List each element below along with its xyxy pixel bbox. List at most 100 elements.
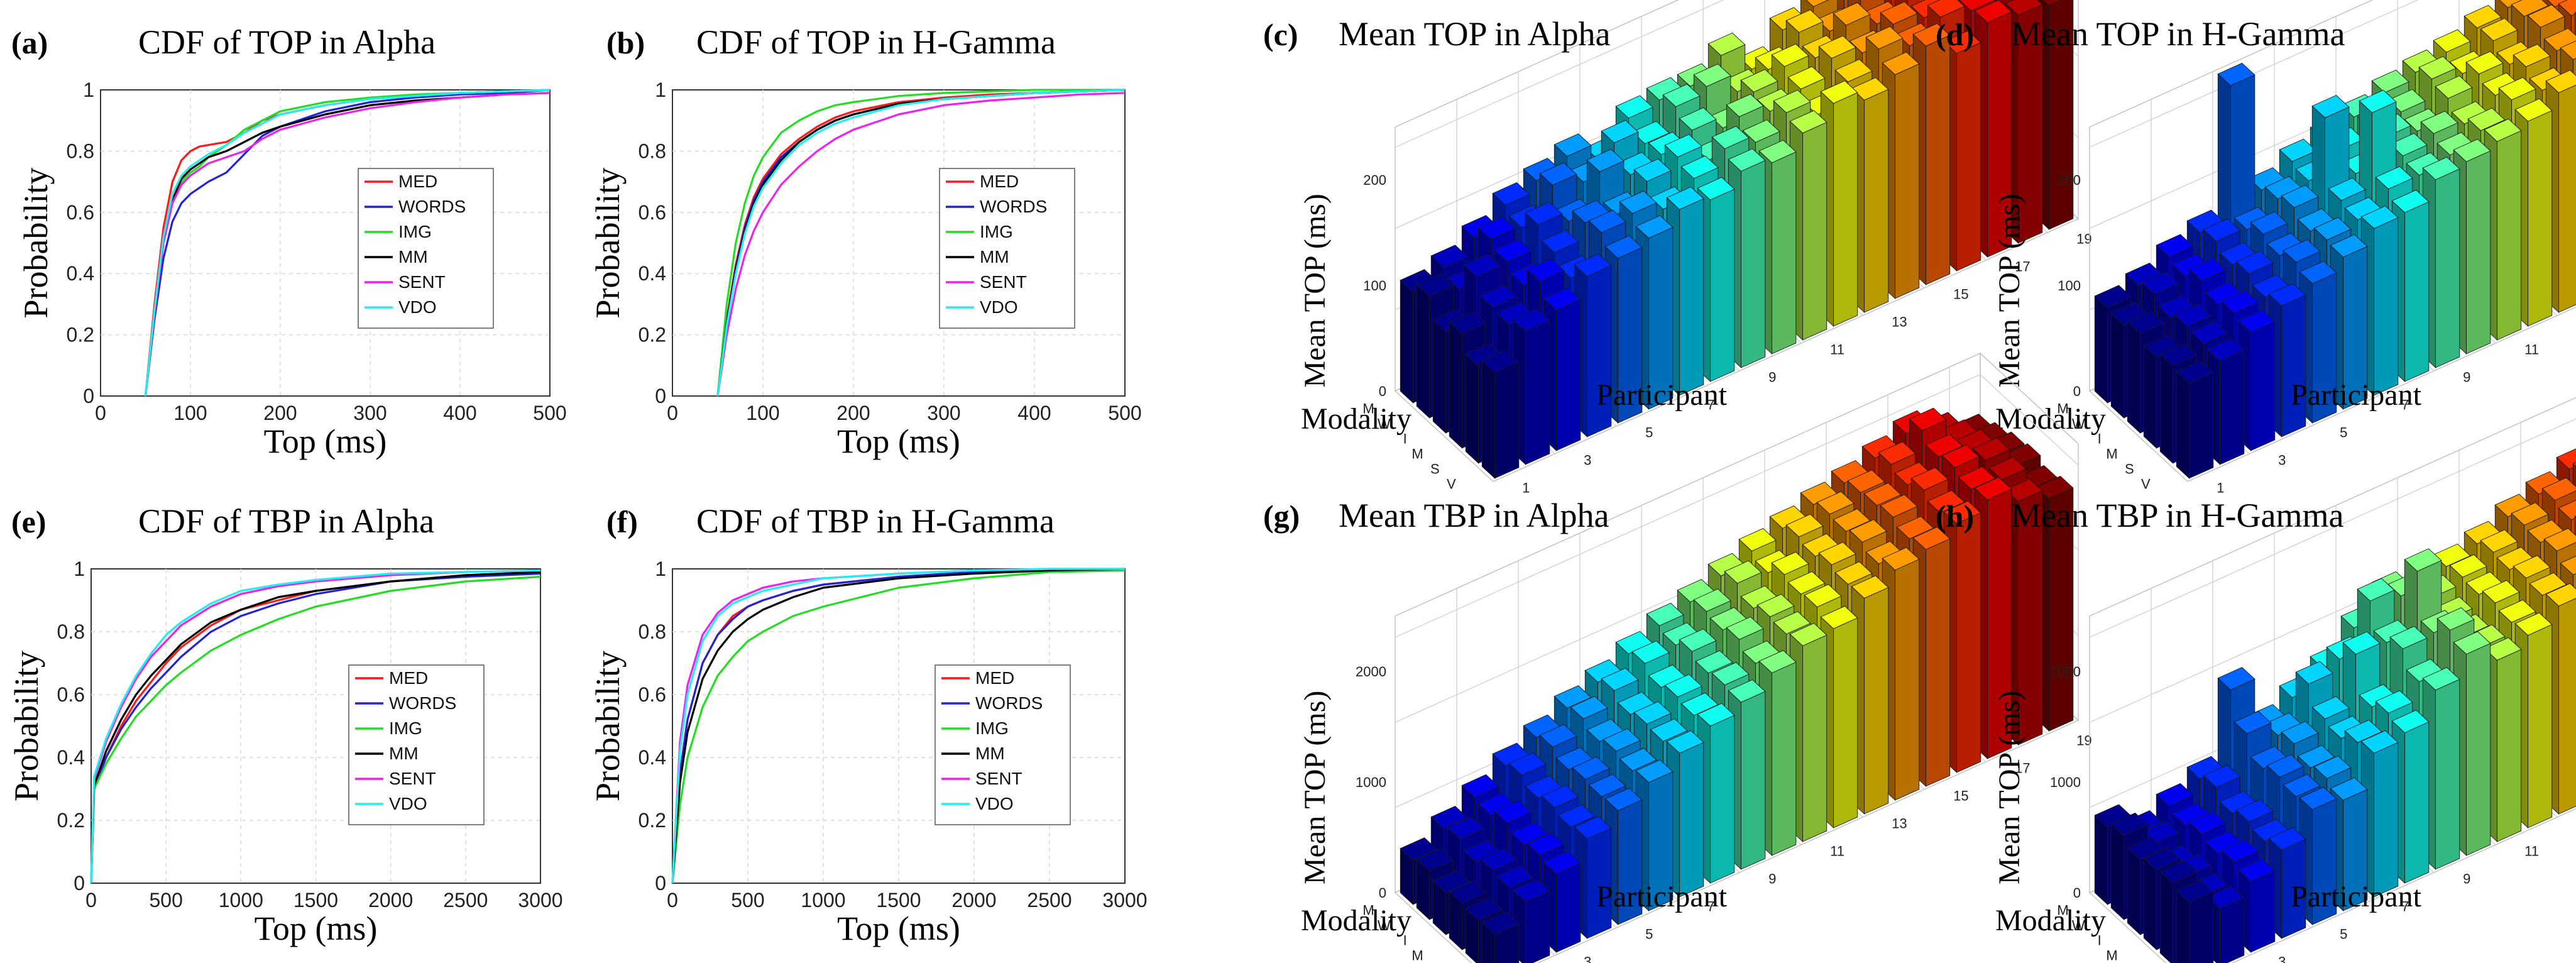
y-tick-label: 0.8 xyxy=(639,140,666,162)
participant-tick-label: 7 xyxy=(1707,397,1714,412)
bar-top-face xyxy=(1526,832,1565,856)
bar-top-face xyxy=(2235,250,2274,274)
bar-top-face xyxy=(1633,701,1672,725)
bar-top-face xyxy=(2233,710,2272,734)
x-tick-label: 300 xyxy=(353,402,386,424)
y-tick-label: 0.2 xyxy=(57,809,85,832)
series-line-sent xyxy=(90,569,541,884)
bar-top-face xyxy=(1604,788,1643,812)
bar-top-face xyxy=(2514,98,2553,122)
bar-top-face xyxy=(1508,752,1547,776)
chart-title: Mean TBP in H-Gamma xyxy=(2011,497,2343,534)
bar-top-face xyxy=(2360,206,2399,229)
bar-top-face xyxy=(2511,502,2549,526)
participant-tick-label: 1 xyxy=(2217,480,2224,495)
bar-top-face xyxy=(1863,482,1902,506)
z-axis-label: Mean TOP (ms) xyxy=(1298,194,1332,387)
x-tick-label: 300 xyxy=(927,402,960,424)
bar-top-face xyxy=(2313,755,2352,779)
bar-front-face xyxy=(1556,299,1581,451)
participant-tick-label: 11 xyxy=(1830,341,1844,357)
bar-front-face xyxy=(2558,84,2576,313)
bar-top-face xyxy=(1400,837,1438,861)
bar-top-face xyxy=(2513,555,2551,579)
z-grid-line xyxy=(2089,418,2576,638)
modality-tick-label: S xyxy=(1430,461,1440,476)
bar-top-face xyxy=(2514,612,2553,636)
x-axis-label: Participant xyxy=(1596,378,1728,412)
bar-top-face xyxy=(1695,650,1733,674)
bar-top-face xyxy=(2311,696,2350,720)
bar-side-face xyxy=(2159,353,2173,464)
y-axis-label: Modality xyxy=(1301,402,1411,436)
bar-top-face xyxy=(1664,134,1702,158)
bar-top-face xyxy=(1818,542,1856,566)
y-axis-label: Probability xyxy=(589,651,627,801)
bar-side-face xyxy=(2176,370,2190,479)
modality-tick-label: W xyxy=(2072,917,2085,933)
bar-top-face xyxy=(1461,774,1499,798)
bar-top-face xyxy=(1539,162,1577,186)
bar3d-chart-h: 010002000135791113151719MWIMSV(h)Mean TB… xyxy=(1936,397,2576,963)
bar-front-face xyxy=(2250,321,2276,451)
bar-top-face xyxy=(2330,234,2368,258)
bar-17-v xyxy=(1974,476,2012,759)
x-tick-label: 500 xyxy=(731,889,764,911)
z-grid-line xyxy=(2089,0,2419,148)
legend-label: WORDS xyxy=(975,693,1043,713)
y-axis-label: Probability xyxy=(8,651,45,801)
bar-top-face xyxy=(2188,258,2227,282)
bar-top-face xyxy=(2127,311,2165,334)
bar-top-face xyxy=(2422,667,2460,691)
bar-top-face xyxy=(2560,556,2576,576)
bar-side-face xyxy=(2143,344,2157,449)
y-tick-label: 0.8 xyxy=(639,620,666,643)
x-tick-label: 0 xyxy=(85,889,97,911)
bar-top-face xyxy=(1525,202,1563,226)
bar-15-v xyxy=(1912,526,1951,787)
y-tick-label: 1 xyxy=(83,79,94,101)
x-tick-label: 2000 xyxy=(951,889,996,911)
bar-front-face xyxy=(1679,742,1704,898)
panel-label: (h) xyxy=(1936,498,1974,534)
bar-front-face xyxy=(2220,897,2245,963)
bar-front-face xyxy=(2466,642,2491,856)
panel-label: (c) xyxy=(1263,17,1298,52)
participant-tick-label: 13 xyxy=(1892,815,1907,831)
bar-top-face xyxy=(1974,0,2012,23)
x-axis-label: Top (ms) xyxy=(264,422,387,460)
z-tick-label: 0 xyxy=(2073,885,2081,901)
bar-side-face xyxy=(2176,889,2190,963)
bar-top-face xyxy=(1646,602,1684,626)
z-tick-label: 100 xyxy=(1363,278,1386,294)
y-axis-label: Modality xyxy=(1301,904,1411,937)
participant-tick-label: 11 xyxy=(1830,843,1844,859)
bar-top-face xyxy=(2042,0,2063,6)
bar-top-face xyxy=(1432,869,1471,893)
participant-tick-label: 3 xyxy=(1584,954,1591,963)
bar-top-face xyxy=(2283,239,2321,263)
series-line-sent xyxy=(144,92,551,397)
z-axis-label: Mean TOP (ms) xyxy=(1298,691,1332,884)
bar-top-face xyxy=(1912,23,1951,47)
bar-top-face xyxy=(2156,234,2194,258)
bar-top-face xyxy=(1816,491,1855,515)
bar-top-face xyxy=(2453,138,2491,162)
bar-top-face xyxy=(2435,75,2473,99)
bar-top-face xyxy=(1697,703,1735,727)
bar-front-face xyxy=(2497,649,2522,842)
legend-label: MM xyxy=(389,744,419,763)
legend-label: VDO xyxy=(975,794,1014,813)
x-tick-label: 200 xyxy=(263,402,297,424)
modality-tick-label: I xyxy=(1403,431,1407,446)
bars xyxy=(1400,407,2074,963)
bar-top-face xyxy=(1785,514,1824,537)
bar-top-face xyxy=(1728,679,1766,703)
participant-tick-label: 11 xyxy=(2524,341,2539,357)
x-axis-label: Participant xyxy=(2291,880,2422,913)
bar-top-face xyxy=(1574,816,1612,840)
bar-top-face xyxy=(2217,667,2255,691)
bar-top-face xyxy=(2541,477,2576,501)
bar-top-face xyxy=(2418,56,2457,80)
bar-top-face xyxy=(1430,805,1469,829)
